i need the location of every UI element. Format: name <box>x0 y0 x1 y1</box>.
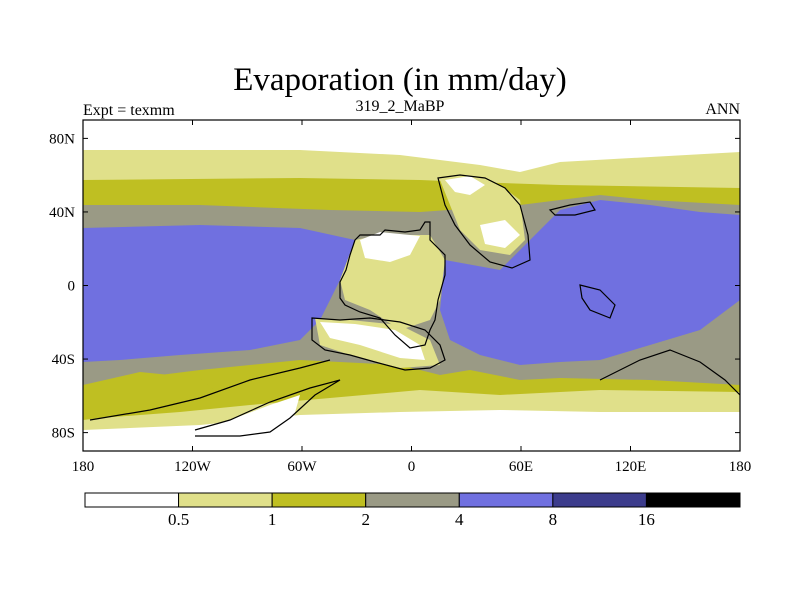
y-tick-label: 80N <box>49 131 75 147</box>
field-ocean-blue-east <box>440 200 740 365</box>
field-southern-olive <box>83 372 220 415</box>
x-tick-label: 120E <box>615 459 647 475</box>
y-axis: 80N 40N 0 40S 80S <box>49 131 740 442</box>
field-ocean-blue <box>83 225 355 362</box>
x-tick-label: 0 <box>408 459 416 475</box>
season-label: ANN <box>705 101 740 118</box>
coastline-north-continent <box>437 174 531 269</box>
colorbar-swatch <box>365 492 460 508</box>
x-axis: 180 120W 60W 0 60E 120E 180 <box>72 120 752 475</box>
colorbar-swatch <box>271 492 367 508</box>
colorbar-level-label: 2 <box>361 510 370 529</box>
colorbar-swatch <box>84 492 180 508</box>
run-label: 319_2_MaBP <box>355 98 445 115</box>
colorbar-swatch <box>178 492 273 508</box>
evaporation-field <box>83 120 740 451</box>
x-tick-label: 60E <box>509 459 533 475</box>
colorbar-level-label: 8 <box>549 510 558 529</box>
field-continent-south-dry <box>320 322 425 360</box>
y-tick-label: 40S <box>52 352 75 368</box>
x-tick-label: 60W <box>287 459 317 475</box>
colorbar: 0.5 1 2 4 8 16 <box>84 492 741 529</box>
coastline-southern-strip <box>89 359 331 421</box>
field-continent-north-dry <box>445 176 520 248</box>
coastlines <box>89 174 740 437</box>
colorbar-level-label: 0.5 <box>168 510 189 529</box>
x-tick-label: 180 <box>72 459 95 475</box>
colorbar-level-label: 1 <box>268 510 277 529</box>
coastline-east-islands <box>548 201 616 319</box>
y-tick-label: 40N <box>49 205 75 221</box>
coastline-west-continent <box>339 221 446 349</box>
chart-title: Evaporation (in mm/day) <box>233 62 567 98</box>
colorbar-swatch <box>645 492 741 508</box>
x-tick-label: 180 <box>729 459 752 475</box>
y-tick-label: 80S <box>52 426 75 442</box>
y-tick-label: 0 <box>68 279 76 295</box>
field-southern-land <box>195 395 300 436</box>
coastline-southern-land <box>194 349 740 437</box>
field-continent-west-dry <box>360 232 420 262</box>
colorbar-swatch <box>458 492 554 508</box>
colorbar-level-label: 16 <box>638 510 655 529</box>
colorbar-level-label: 4 <box>455 510 464 529</box>
colorbar-swatch <box>552 492 647 508</box>
coastline-south-continent <box>311 317 446 371</box>
x-tick-label: 120W <box>174 459 212 475</box>
field-continent-west <box>340 235 445 330</box>
experiment-label: Expt = texmm <box>83 102 175 119</box>
